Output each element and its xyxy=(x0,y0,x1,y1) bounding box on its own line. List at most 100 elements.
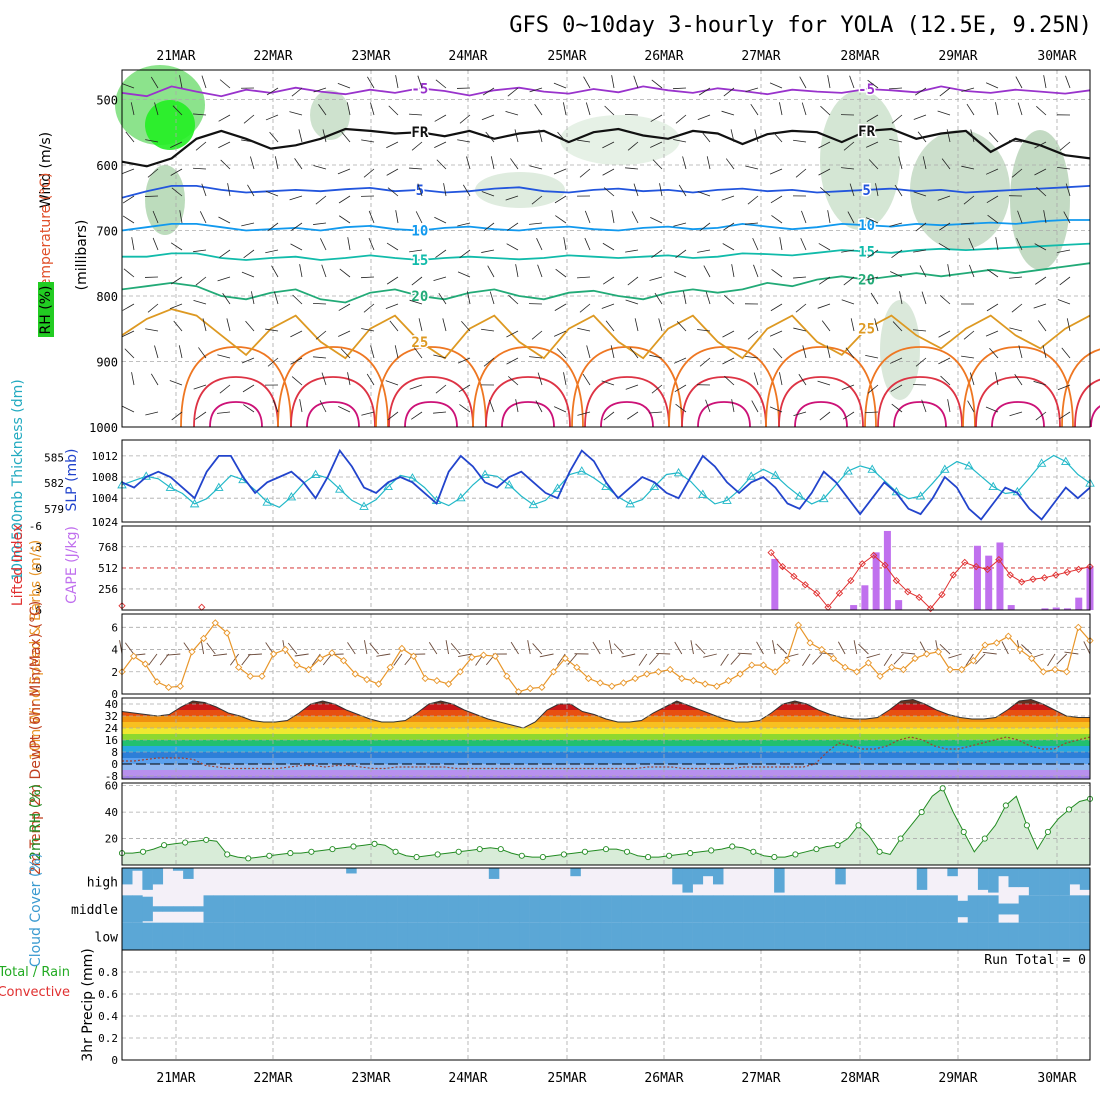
wind10m-barb xyxy=(568,654,577,665)
cloud-bar-low xyxy=(682,923,692,950)
ylabel-slp: SLP (mb) xyxy=(64,448,80,511)
cloud-bar-middle xyxy=(947,895,957,922)
precip-legend-total: Total / Rain xyxy=(0,965,70,980)
cloud-bar-low xyxy=(601,923,611,950)
date-tick-bottom: 30MAR xyxy=(1037,1071,1076,1086)
cloud-bar-middle xyxy=(591,895,601,922)
wind10m-tick: 4 xyxy=(111,644,118,657)
contour-label: -5 xyxy=(411,81,428,97)
cloud-bar-middle xyxy=(631,895,641,922)
cloud-level-label: middle xyxy=(71,903,118,918)
date-tick-bottom: 28MAR xyxy=(840,1071,879,1086)
cloud-bar-low xyxy=(1029,923,1039,950)
date-tick-top: 25MAR xyxy=(547,49,586,64)
rh-point xyxy=(498,847,503,852)
ylabel-rh: RH (%) xyxy=(38,286,54,335)
cloud-bar-low xyxy=(265,923,275,950)
cloud-bar-low xyxy=(1049,923,1059,950)
cloud-bar-middle xyxy=(377,895,387,922)
cloud-bar-middle xyxy=(326,895,336,922)
cloud-bar-high xyxy=(346,868,356,873)
cloud-bar-low xyxy=(754,923,764,950)
cloud-bar-middle xyxy=(815,895,825,922)
wind10m-barb xyxy=(540,654,554,657)
cape-bar xyxy=(850,605,857,610)
temp-band xyxy=(122,752,1090,758)
cloud-bar-middle xyxy=(845,895,855,922)
cape-bar xyxy=(771,559,778,610)
rh-point xyxy=(519,853,524,858)
temp-band xyxy=(122,734,1090,740)
cloud-bar-high xyxy=(122,868,132,884)
wind10m-barb xyxy=(446,640,448,654)
precip-tick: 0.2 xyxy=(98,1032,118,1045)
cape-bar xyxy=(861,585,868,610)
cloud-bar-middle xyxy=(764,895,774,922)
cloud-bar-middle xyxy=(428,895,438,922)
cloud-bar-low xyxy=(845,923,855,950)
cape-bar xyxy=(1075,598,1082,610)
cloud-bar-low xyxy=(1039,923,1049,950)
cloud-bar-middle xyxy=(204,895,214,922)
temp-tick: 8 xyxy=(111,746,118,759)
rh-point xyxy=(982,836,987,841)
rh-point xyxy=(603,847,608,852)
contour-label: -5 xyxy=(858,82,875,98)
cloud-bar-middle xyxy=(581,895,591,922)
cloud-bar-middle xyxy=(1039,895,1049,922)
ylabel-cape: CAPE (J/kg) xyxy=(64,526,80,604)
date-tick-top: 21MAR xyxy=(156,49,195,64)
rh-point xyxy=(309,849,314,854)
rh-point xyxy=(1045,829,1050,834)
cloud-bar-high xyxy=(1019,868,1029,887)
cloud-bar-middle xyxy=(733,895,743,922)
cloud-bar-high xyxy=(489,868,499,879)
wind10m-barb xyxy=(812,654,821,664)
cloud-bar-middle xyxy=(132,895,142,922)
cape-bar xyxy=(873,552,880,610)
cloud-bar-low xyxy=(672,923,682,950)
date-tick-bottom: 21MAR xyxy=(156,1071,195,1086)
cape-bar xyxy=(895,600,902,610)
cloud-bar-low xyxy=(193,923,203,950)
temp-tick: 0 xyxy=(111,758,118,771)
cloud-bar-high xyxy=(713,868,723,884)
cape-bar xyxy=(1008,605,1015,610)
cloud-bar-low xyxy=(438,923,448,950)
cape-bar xyxy=(996,542,1003,610)
rh-point xyxy=(793,852,798,857)
ylabel-lifted-index: Lifted Index xyxy=(10,524,26,606)
cloud-bar-low xyxy=(489,923,499,950)
cloud-bar-high xyxy=(672,868,682,884)
wind10m-line xyxy=(122,623,1090,692)
cloud-bar-low xyxy=(764,923,774,950)
wind10m-barb xyxy=(691,640,694,654)
temp-band xyxy=(122,758,1090,764)
cloud-bar-middle xyxy=(723,895,733,922)
wind10m-point xyxy=(702,681,708,687)
cloud-bar-middle xyxy=(835,895,845,922)
wind10m-barb xyxy=(1048,654,1055,666)
rh-point xyxy=(751,849,756,854)
contour-label: 5 xyxy=(862,183,870,199)
rh-point xyxy=(624,849,629,854)
cloud-bar-high xyxy=(978,868,988,890)
cloud-bar-low xyxy=(917,923,927,950)
cloud-bar-middle xyxy=(407,895,417,922)
cloud-bar-low xyxy=(886,923,896,950)
wind10m-point xyxy=(924,651,930,657)
wind10m-barb xyxy=(213,654,227,656)
wind10m-barb xyxy=(894,654,903,664)
cloud-bar-low xyxy=(377,923,387,950)
rh-shading xyxy=(820,90,900,230)
y-tick: 900 xyxy=(96,355,118,369)
cloud-bar-middle xyxy=(244,895,254,922)
rh-point xyxy=(1003,803,1008,808)
contour-label: FR xyxy=(411,125,428,141)
cloud-bar-middle xyxy=(693,895,703,922)
temp-bands xyxy=(122,698,1090,779)
cloud-bar-low xyxy=(591,923,601,950)
cloud-bar-low xyxy=(937,923,947,950)
rh-shading xyxy=(1010,130,1070,270)
contour-label: 10 xyxy=(411,223,428,239)
